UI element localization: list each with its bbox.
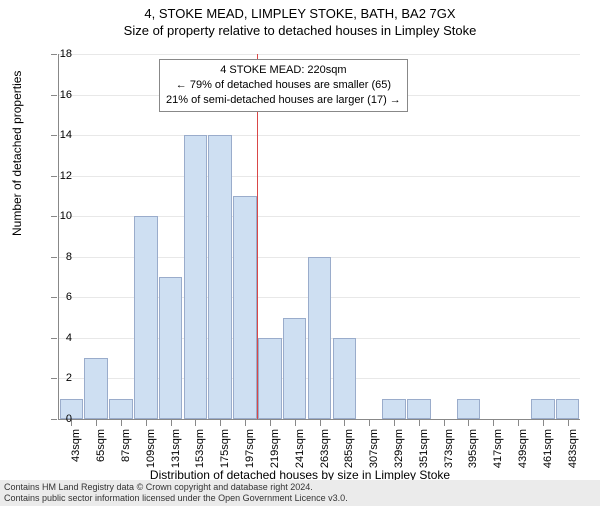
x-tick (568, 420, 569, 426)
chart-supertitle: 4, STOKE MEAD, LIMPLEY STOKE, BATH, BA2 … (0, 6, 600, 21)
x-tick (96, 420, 97, 426)
y-axis-label: Number of detached properties (10, 71, 24, 236)
x-tick (295, 420, 296, 426)
x-tick-label: 483sqm (567, 429, 579, 469)
x-tick (220, 420, 221, 426)
x-tick-label: 439sqm (517, 429, 529, 469)
x-tick (171, 420, 172, 426)
x-tick-label: 65sqm (95, 429, 107, 469)
histogram-bar (457, 399, 481, 419)
x-tick-label: 351sqm (418, 429, 430, 469)
x-tick (344, 420, 345, 426)
histogram-bar (258, 338, 282, 419)
x-tick (270, 420, 271, 426)
x-tick-label: 263sqm (319, 429, 331, 469)
gridline (59, 135, 580, 136)
x-tick (320, 420, 321, 426)
x-tick (419, 420, 420, 426)
x-tick-label: 395sqm (467, 429, 479, 469)
x-tick-label: 285sqm (343, 429, 355, 469)
y-tick-label: 16 (60, 89, 72, 101)
y-tick (51, 378, 57, 379)
y-tick (51, 135, 57, 136)
x-tick (444, 420, 445, 426)
y-tick (51, 216, 57, 217)
y-tick-label: 12 (60, 170, 72, 182)
annotation-box: 4 STOKE MEAD: 220sqm← 79% of detached ho… (159, 59, 408, 112)
histogram-bar (208, 135, 232, 419)
x-tick (468, 420, 469, 426)
y-tick-label: 18 (60, 48, 72, 60)
annotation-line: 21% of semi-detached houses are larger (… (166, 93, 401, 108)
x-tick (121, 420, 122, 426)
gridline (59, 176, 580, 177)
x-tick (493, 420, 494, 426)
x-tick-label: 219sqm (269, 429, 281, 469)
y-tick (51, 54, 57, 55)
y-tick (51, 297, 57, 298)
x-tick-label: 417sqm (492, 429, 504, 469)
y-tick (51, 176, 57, 177)
chart-title: Size of property relative to detached ho… (0, 23, 600, 38)
histogram-bar (184, 135, 208, 419)
y-tick-label: 14 (60, 129, 72, 141)
plot-area: 4 STOKE MEAD: 220sqm← 79% of detached ho… (58, 54, 580, 420)
x-tick-label: 153sqm (194, 429, 206, 469)
y-tick (51, 257, 57, 258)
x-tick (146, 420, 147, 426)
histogram-bar (556, 399, 580, 419)
y-tick-label: 0 (66, 413, 72, 425)
x-tick-label: 131sqm (170, 429, 182, 469)
histogram-bar (233, 196, 257, 419)
x-tick (195, 420, 196, 426)
y-tick (51, 338, 57, 339)
x-tick-label: 175sqm (219, 429, 231, 469)
y-tick (51, 95, 57, 96)
x-tick-label: 109sqm (145, 429, 157, 469)
histogram-bar (109, 399, 133, 419)
x-tick-label: 87sqm (120, 429, 132, 469)
histogram-bar (84, 358, 108, 419)
histogram-bar (283, 318, 307, 419)
y-tick (51, 419, 57, 420)
histogram-bar (531, 399, 555, 419)
x-tick (245, 420, 246, 426)
x-tick (394, 420, 395, 426)
histogram-bar (333, 338, 357, 419)
x-tick-label: 373sqm (443, 429, 455, 469)
x-tick (369, 420, 370, 426)
annotation-line: 4 STOKE MEAD: 220sqm (166, 63, 401, 78)
footer-line-2: Contains public sector information licen… (4, 493, 596, 504)
histogram-bar (159, 277, 183, 419)
y-tick-label: 4 (66, 332, 72, 344)
annotation-line: ← 79% of detached houses are smaller (65… (166, 78, 401, 93)
x-tick-label: 241sqm (294, 429, 306, 469)
footer-line-1: Contains HM Land Registry data © Crown c… (4, 482, 596, 493)
histogram-bar (407, 399, 431, 419)
x-tick-label: 461sqm (542, 429, 554, 469)
y-tick-label: 2 (66, 372, 72, 384)
y-tick-label: 8 (66, 251, 72, 263)
gridline (59, 54, 580, 55)
attribution-footer: Contains HM Land Registry data © Crown c… (0, 480, 600, 506)
x-tick (543, 420, 544, 426)
x-tick-label: 43sqm (70, 429, 82, 469)
x-tick (518, 420, 519, 426)
histogram-bar (382, 399, 406, 419)
y-tick-label: 10 (60, 210, 72, 222)
x-tick-label: 329sqm (393, 429, 405, 469)
y-tick-label: 6 (66, 291, 72, 303)
x-tick-label: 307sqm (368, 429, 380, 469)
histogram-bar (308, 257, 332, 419)
chart-container: 4, STOKE MEAD, LIMPLEY STOKE, BATH, BA2 … (0, 6, 600, 506)
x-tick-label: 197sqm (244, 429, 256, 469)
histogram-bar (134, 216, 158, 419)
